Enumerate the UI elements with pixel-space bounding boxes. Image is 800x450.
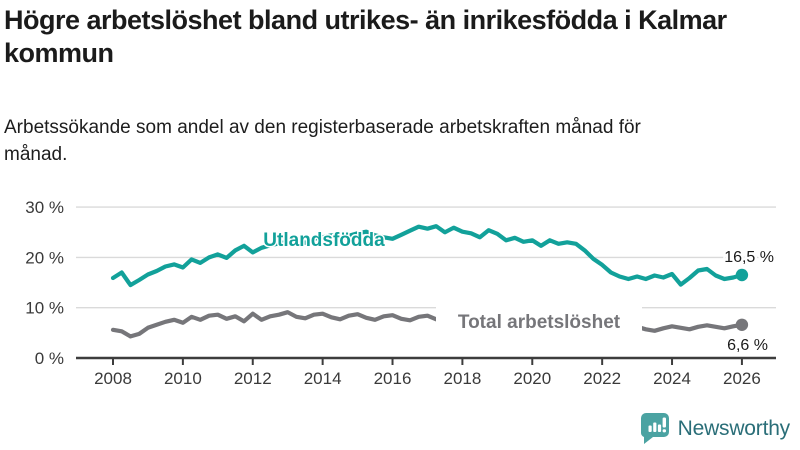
x-tick-label: 2012	[234, 369, 272, 388]
x-tick-label: 2008	[94, 369, 132, 388]
y-tick-label: 20 %	[25, 248, 64, 267]
x-tick-label: 2022	[583, 369, 621, 388]
page-title: Högre arbetslöshet bland utrikes- än inr…	[4, 5, 727, 69]
y-tick-label: 0 %	[35, 349, 64, 368]
series-line	[110, 224, 745, 288]
series-end-value: 6,6 %	[727, 337, 768, 354]
series-end-dot	[735, 318, 749, 332]
x-tick-label: 2024	[653, 369, 691, 388]
series-name-label: Utlandsfödda	[263, 230, 385, 251]
series-end-value: 16,5 %	[724, 249, 774, 266]
x-tick-label: 2026	[723, 369, 761, 388]
logo-wordmark: Newsworthy	[677, 416, 791, 440]
chart-subtitle: Arbetssökande som andel av den registerb…	[4, 117, 641, 165]
line-chart: 0 % 10 % 20 % 30 % 2008 2010 2012 2014 2016 2018 2…	[25, 198, 776, 388]
series-name-label: Total arbetslöshet	[458, 312, 621, 333]
x-tick-label: 2014	[304, 369, 342, 388]
newsworthy-logo: Newsworthy	[640, 412, 791, 445]
label-backdrop	[436, 304, 642, 333]
y-tick-label: 10 %	[25, 299, 64, 318]
x-tick-label: 2010	[164, 369, 202, 388]
x-tick-label: 2016	[374, 369, 412, 388]
x-tick-label: 2020	[513, 369, 551, 388]
x-tick-label: 2018	[443, 369, 481, 388]
series-line	[110, 309, 745, 339]
series-end-dot	[735, 268, 749, 282]
bar-chart-speech-bubble-icon	[640, 413, 669, 444]
y-tick-label: 30 %	[25, 198, 64, 217]
